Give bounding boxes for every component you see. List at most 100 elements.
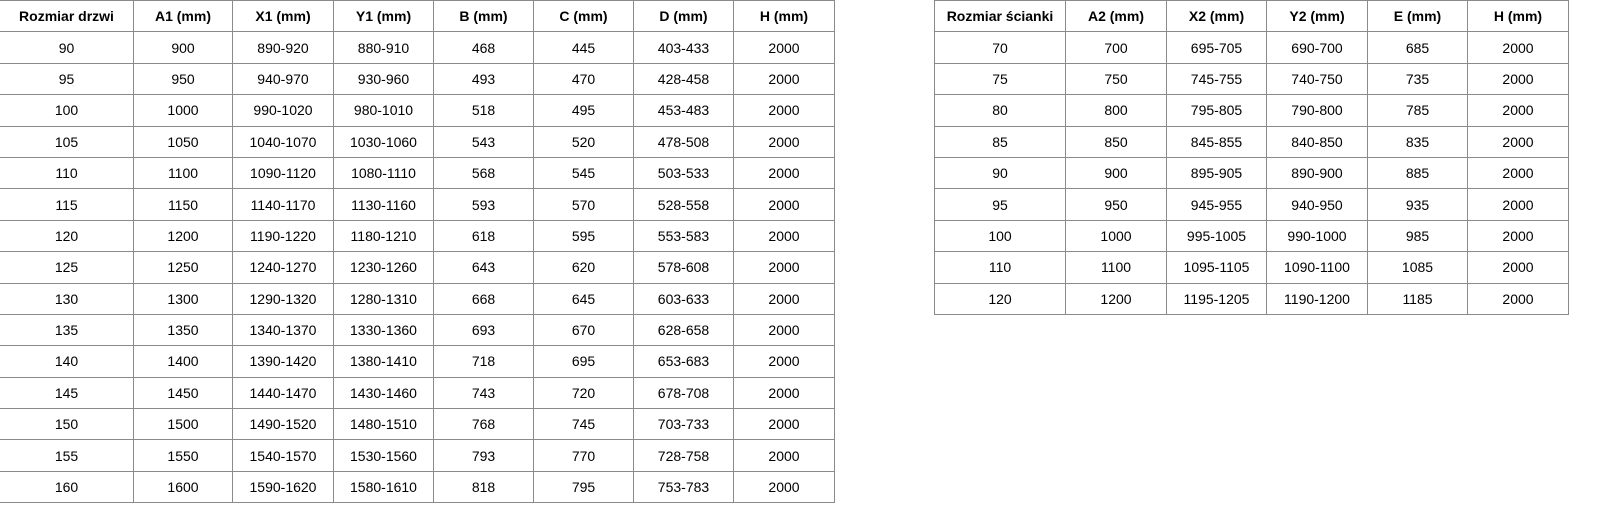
table-cell: 890-920 xyxy=(232,31,334,64)
table-row: 140 1400 1390-1420 1380-1410 718 695 653-683 20… xyxy=(0,345,835,378)
table-cell: 845-855 xyxy=(1166,125,1267,158)
table-row: 130 1300 1290-1320 1280-1310 668 645 603-633 20… xyxy=(0,282,835,315)
table-cell: 1280-1310 xyxy=(333,282,434,315)
table-cell: 740-750 xyxy=(1266,62,1368,96)
header-row: Rozmiar drzwi A1 (mm) X1 (mm) Y1 (mm) B (mm)… xyxy=(0,0,835,33)
table-cell: 403-433 xyxy=(633,31,734,64)
table-cell: 690-700 xyxy=(1266,31,1368,64)
table-cell: 453-483 xyxy=(633,94,734,127)
table-cell: 2000 xyxy=(733,408,835,441)
table-cell: 768 xyxy=(433,408,534,441)
table-cell: 645 xyxy=(533,282,634,315)
table-cell: 553-583 xyxy=(633,219,734,253)
table-cell: 2000 xyxy=(1467,156,1569,190)
table-row: 85 850 845-855 840-850 835 2000 xyxy=(934,125,1569,158)
table-cell: 1400 xyxy=(133,345,233,378)
table-cell: 1190-1220 xyxy=(232,219,334,253)
table-cell: 568 xyxy=(433,156,534,190)
table-cell: 70 xyxy=(934,31,1066,64)
table-row: 155 1550 1540-1570 1530-1560 793 770 728-758 20… xyxy=(0,439,835,472)
table-cell: 135 xyxy=(0,313,134,347)
door-size-table: Rozmiar drzwi A1 (mm) X1 (mm) Y1 (mm) B (mm)… xyxy=(0,0,835,504)
table-row: 120 1200 1190-1220 1180-1210 618 595 553-583 20… xyxy=(0,219,835,253)
table-cell: 1550 xyxy=(133,439,233,472)
table-cell: 890-900 xyxy=(1266,156,1368,190)
table-cell: 1090-1100 xyxy=(1266,251,1368,284)
table-cell: 160 xyxy=(0,470,134,504)
column-header: H (mm) xyxy=(733,0,835,33)
table-cell: 850 xyxy=(1065,125,1167,158)
table-cell: 728-758 xyxy=(633,439,734,472)
table-cell: 795-805 xyxy=(1166,94,1267,127)
column-header: B (mm) xyxy=(433,0,534,33)
table-cell: 543 xyxy=(433,125,534,158)
table-cell: 720 xyxy=(533,376,634,410)
table-cell: 428-458 xyxy=(633,62,734,96)
table-cell: 2000 xyxy=(733,125,835,158)
column-header: D (mm) xyxy=(633,0,734,33)
table-cell: 1185 xyxy=(1367,282,1468,315)
table-cell: 1440-1470 xyxy=(232,376,334,410)
table-cell: 150 xyxy=(0,408,134,441)
table-cell: 570 xyxy=(533,188,634,221)
table-cell: 445 xyxy=(533,31,634,64)
table-cell: 95 xyxy=(934,188,1066,221)
table-cell: 980-1010 xyxy=(333,94,434,127)
table-cell: 603-633 xyxy=(633,282,734,315)
table-cell: 770 xyxy=(533,439,634,472)
table-row: 95 950 945-955 940-950 935 2000 xyxy=(934,188,1569,221)
table-cell: 130 xyxy=(0,282,134,315)
table-cell: 1195-1205 xyxy=(1166,282,1267,315)
table-cell: 880-910 xyxy=(333,31,434,64)
column-header: A2 (mm) xyxy=(1065,0,1167,33)
table-cell: 2000 xyxy=(733,439,835,472)
table-cell: 2000 xyxy=(1467,282,1569,315)
table-cell: 1390-1420 xyxy=(232,345,334,378)
column-header: E (mm) xyxy=(1367,0,1468,33)
column-header: Rozmiar ścianki xyxy=(934,0,1066,33)
table-cell: 1000 xyxy=(133,94,233,127)
table-cell: 700 xyxy=(1065,31,1167,64)
table-cell: 1350 xyxy=(133,313,233,347)
table-cell: 945-955 xyxy=(1166,188,1267,221)
table-cell: 520 xyxy=(533,125,634,158)
table-cell: 1240-1270 xyxy=(232,251,334,284)
table-cell: 1230-1260 xyxy=(333,251,434,284)
table-cell: 2000 xyxy=(733,470,835,504)
table-cell: 100 xyxy=(934,219,1066,253)
table-row: 90 900 895-905 890-900 885 2000 xyxy=(934,156,1569,190)
table-cell: 1540-1570 xyxy=(232,439,334,472)
table-cell: 990-1000 xyxy=(1266,219,1368,253)
table-cell: 2000 xyxy=(733,62,835,96)
table-cell: 670 xyxy=(533,313,634,347)
table-cell: 2000 xyxy=(733,313,835,347)
table-row: 135 1350 1340-1370 1330-1360 693 670 628-658 20… xyxy=(0,313,835,347)
table-cell: 2000 xyxy=(733,282,835,315)
table-cell: 2000 xyxy=(1467,94,1569,127)
table-cell: 1330-1360 xyxy=(333,313,434,347)
table-cell: 1190-1200 xyxy=(1266,282,1368,315)
table-cell: 1030-1060 xyxy=(333,125,434,158)
table-cell: 818 xyxy=(433,470,534,504)
table-cell: 1090-1120 xyxy=(232,156,334,190)
table-row: 75 750 745-755 740-750 735 2000 xyxy=(934,62,1569,96)
table-cell: 693 xyxy=(433,313,534,347)
table-cell: 1580-1610 xyxy=(333,470,434,504)
table-cell: 2000 xyxy=(733,376,835,410)
table-row: 105 1050 1040-1070 1030-1060 543 520 478-508 20… xyxy=(0,125,835,158)
table-cell: 578-608 xyxy=(633,251,734,284)
table-cell: 1380-1410 xyxy=(333,345,434,378)
table-cell: 478-508 xyxy=(633,125,734,158)
table-row: 70 700 695-705 690-700 685 2000 xyxy=(934,31,1569,64)
table-cell: 593 xyxy=(433,188,534,221)
table-cell: 1450 xyxy=(133,376,233,410)
table-row: 80 800 795-805 790-800 785 2000 xyxy=(934,94,1569,127)
table-cell: 493 xyxy=(433,62,534,96)
table-cell: 115 xyxy=(0,188,134,221)
table-cell: 85 xyxy=(934,125,1066,158)
table-cell: 643 xyxy=(433,251,534,284)
table-cell: 2000 xyxy=(733,156,835,190)
table-cell: 1095-1105 xyxy=(1166,251,1267,284)
table-row: 150 1500 1490-1520 1480-1510 768 745 703-733 20… xyxy=(0,408,835,441)
table-cell: 75 xyxy=(934,62,1066,96)
